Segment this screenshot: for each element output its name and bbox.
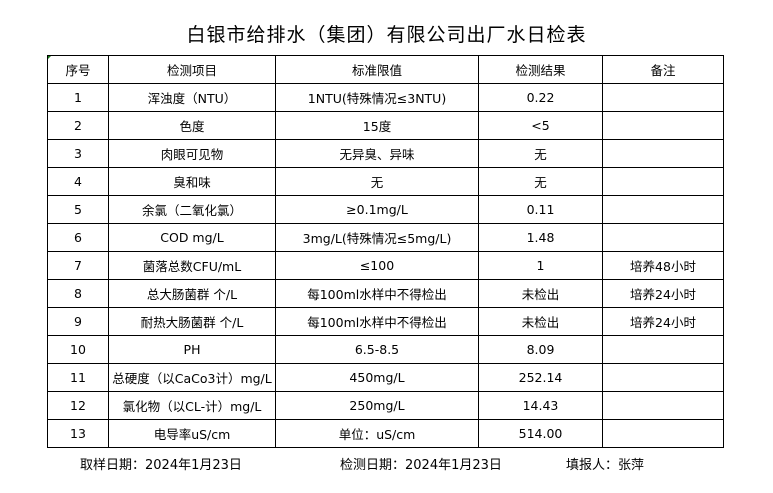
cell-limit: ≥0.1mg/L xyxy=(275,195,479,224)
cell-index: 2 xyxy=(47,111,109,140)
cell-item: 电导率uS/cm xyxy=(108,419,276,448)
table-row: 3 肉眼可见物 无异臭、异味无 xyxy=(47,139,724,168)
header-cell-index: 序号 xyxy=(47,55,109,84)
cell-item: 肉眼可见物 xyxy=(108,139,276,168)
cell-limit: 每100ml水样中不得检出 xyxy=(275,307,479,336)
sample-date: 取样日期：2024年1月23日 xyxy=(80,458,242,473)
cell-result: 未检出 xyxy=(478,279,603,308)
header-cell-result: 检测结果 xyxy=(478,55,603,84)
cell-limit: ≤100 xyxy=(275,251,479,280)
table-row: 5 余氯（二氧化氯） ≥0.1mg/L 0.11 xyxy=(47,195,724,224)
cell-item: 总硬度（以CaCo3计）mg/L xyxy=(108,363,276,392)
header-cell-limit: 标准限值 xyxy=(275,55,479,84)
cell-note xyxy=(602,111,724,140)
table-row: 6 COD mg/L 3mg/L(特殊情况≤5mg/L) 1.48 xyxy=(47,223,724,252)
cell-note xyxy=(602,223,724,252)
cell-result: 8.09 xyxy=(478,335,603,364)
cell-item: 余氯（二氧化氯） xyxy=(108,195,276,224)
table-row: 1 浑浊度（NTU） 1NTU(特殊情况≤3NTU) 0.22 xyxy=(47,83,724,112)
cell-note xyxy=(602,335,724,364)
cell-item: 耐热大肠菌群 个/L xyxy=(108,307,276,336)
cell-result: 无 xyxy=(478,139,603,168)
cell-item: 浑浊度（NTU） xyxy=(108,83,276,112)
table-row: 7 菌落总数CFU/mL ≤100 1 培养48小时 xyxy=(47,251,724,280)
cell-limit: 450mg/L xyxy=(275,363,479,392)
test-date: 检测日期：2024年1月23日 xyxy=(340,458,502,473)
header-cell-item: 检测项目 xyxy=(108,55,276,84)
table-row: 8 总大肠菌群 个/L 每100ml水样中不得检出 未检出 培养24小时 xyxy=(47,279,724,308)
cell-note xyxy=(602,363,724,392)
cell-note xyxy=(602,419,724,448)
cell-item: 总大肠菌群 个/L xyxy=(108,279,276,308)
cell-index: 3 xyxy=(47,139,109,168)
cell-result: 0.11 xyxy=(478,195,603,224)
cell-result: <5 xyxy=(478,111,603,140)
cell-note xyxy=(602,167,724,196)
cell-index: 11 xyxy=(47,363,109,392)
cell-limit: 250mg/L xyxy=(275,391,479,420)
cell-item: 臭和味 xyxy=(108,167,276,196)
cell-index: 12 xyxy=(47,391,109,420)
cell-item: PH xyxy=(108,335,276,364)
cell-index: 10 xyxy=(47,335,109,364)
cell-limit: 无异臭、异味 xyxy=(275,139,479,168)
cell-index: 13 xyxy=(47,419,109,448)
cell-limit: 6.5-8.5 xyxy=(275,335,479,364)
cell-item: 色度 xyxy=(108,111,276,140)
cell-note xyxy=(602,391,724,420)
table-row: 4 臭和味无无 xyxy=(47,167,724,196)
cell-index: 5 xyxy=(47,195,109,224)
cell-result: 0.22 xyxy=(478,83,603,112)
cell-limit: 1NTU(特殊情况≤3NTU) xyxy=(275,83,479,112)
cell-note: 培养24小时 xyxy=(602,307,724,336)
table-row: 9 耐热大肠菌群 个/L 每100ml水样中不得检出 未检出 培养24小时 xyxy=(47,307,724,336)
cell-result: 无 xyxy=(478,167,603,196)
cell-result: 514.00 xyxy=(478,419,603,448)
cell-index: 9 xyxy=(47,307,109,336)
cell-item: COD mg/L xyxy=(108,223,276,252)
cell-limit: 无 xyxy=(275,167,479,196)
cell-note xyxy=(602,139,724,168)
table-row: 11 总硬度（以CaCo3计）mg/L 450mg/L 252.14 xyxy=(47,363,724,392)
cell-result: 未检出 xyxy=(478,307,603,336)
reporter: 填报人：张萍 xyxy=(566,458,645,473)
cell-note xyxy=(602,83,724,112)
cell-result: 1.48 xyxy=(478,223,603,252)
cell-result: 1 xyxy=(478,251,603,280)
cell-limit: 15度 xyxy=(275,111,479,140)
cell-note: 培养24小时 xyxy=(602,279,724,308)
cell-index: 6 xyxy=(47,223,109,252)
cell-index: 8 xyxy=(47,279,109,308)
table-row: 13 电导率uS/cm 单位：uS/cm 514.00 xyxy=(47,419,724,448)
cell-result: 14.43 xyxy=(478,391,603,420)
cell-item: 氯化物（以CL-计）mg/L xyxy=(108,391,276,420)
inspection-table: 序号 检测项目 标准限值 检测结果 备注 1 浑浊度（NTU） 1NTU(特殊情况≤3NTU)… xyxy=(47,55,724,448)
cell-limit: 单位：uS/cm xyxy=(275,419,479,448)
table-row: 10 PH 6.5-8.5 8.09 xyxy=(47,335,724,364)
cell-limit: 每100ml水样中不得检出 xyxy=(275,279,479,308)
table-row: 2 色度 15度 <5 xyxy=(47,111,724,140)
cell-index: 4 xyxy=(47,167,109,196)
cell-limit: 3mg/L(特殊情况≤5mg/L) xyxy=(275,223,479,252)
cell-note: 培养48小时 xyxy=(602,251,724,280)
report-title: 白银市给排水（集团）有限公司出厂水日检表 xyxy=(186,24,587,46)
cell-item: 菌落总数CFU/mL xyxy=(108,251,276,280)
table-row: 12 氯化物（以CL-计）mg/L 250mg/L 14.43 xyxy=(47,391,724,420)
header-row: 序号 检测项目 标准限值 检测结果 备注 xyxy=(47,55,724,84)
cell-note xyxy=(602,195,724,224)
cell-index: 1 xyxy=(47,83,109,112)
cell-index: 7 xyxy=(47,251,109,280)
cell-result: 252.14 xyxy=(478,363,603,392)
header-cell-note: 备注 xyxy=(602,55,724,84)
